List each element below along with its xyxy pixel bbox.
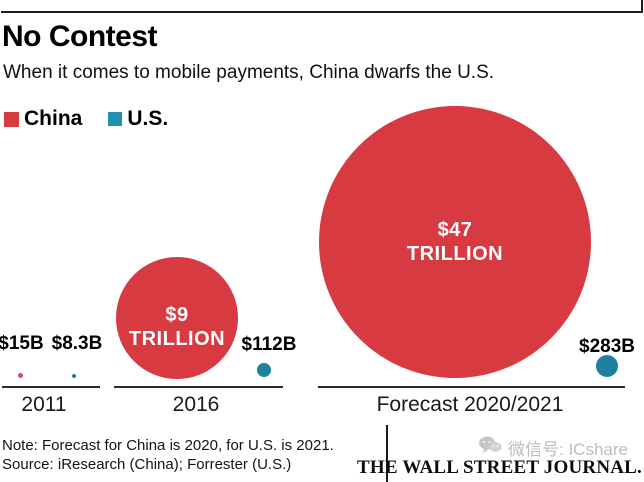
chart-title: No Contest: [2, 20, 158, 53]
axis-label-forecast: Forecast 2020/2021: [376, 393, 564, 416]
chart-subtitle: When it comes to mobile payments, China …: [3, 62, 495, 83]
baseline-forecast: [318, 386, 625, 388]
axis-label-2011: 2011: [21, 393, 67, 416]
bubble-label-2016: $9 TRILLION: [129, 303, 225, 351]
wechat-icon: [478, 435, 502, 460]
baseline-2011: [2, 386, 100, 388]
legend-swatch-china: [4, 111, 19, 127]
legend-label-china: China: [24, 107, 83, 130]
top-rule: [1, 11, 642, 13]
bubble-label-2016-line1: $9: [165, 304, 189, 326]
top-right-edge-tick: [641, 0, 643, 13]
axis-label-2016: 2016: [172, 393, 220, 416]
dot-china-2011: [18, 373, 23, 378]
dot-us-2011: [72, 374, 76, 378]
bubble-china-2016-9-trillion: $9 TRILLION: [116, 257, 238, 379]
legend-swatch-us: [108, 112, 123, 126]
footnote: Note: Forecast for China is 2020, for U.…: [2, 437, 334, 454]
wechat-watermark: 微信号: ICshare: [478, 435, 628, 460]
bubble-label-forecast-line2: TRILLION: [406, 243, 504, 265]
value-label-us-forecast: $283B: [579, 336, 635, 357]
footer-divider: [386, 425, 388, 482]
bubble-label-forecast-line1: $47: [437, 219, 473, 241]
value-label-china-2011: $15B: [0, 333, 44, 354]
value-label-us-2011: $8.3B: [51, 333, 103, 354]
bubble-china-forecast-47-trillion: $47 TRILLION: [319, 106, 591, 378]
baseline-2016: [114, 386, 283, 388]
wechat-watermark-text: 微信号: ICshare: [508, 440, 628, 459]
bubble-label-forecast: $47 TRILLION: [407, 218, 503, 266]
source-line: Source: iResearch (China); Forrester (U.…: [2, 456, 292, 473]
value-label-us-2016: $112B: [241, 334, 297, 355]
legend-label-us: U.S.: [127, 107, 169, 130]
legend: China U.S.: [4, 107, 168, 131]
dot-us-forecast: [596, 355, 618, 377]
wsj-logotype: THE WALL STREET JOURNAL.: [357, 457, 642, 478]
dot-us-2016: [257, 363, 271, 377]
bubble-label-2016-line2: TRILLION: [128, 328, 226, 350]
